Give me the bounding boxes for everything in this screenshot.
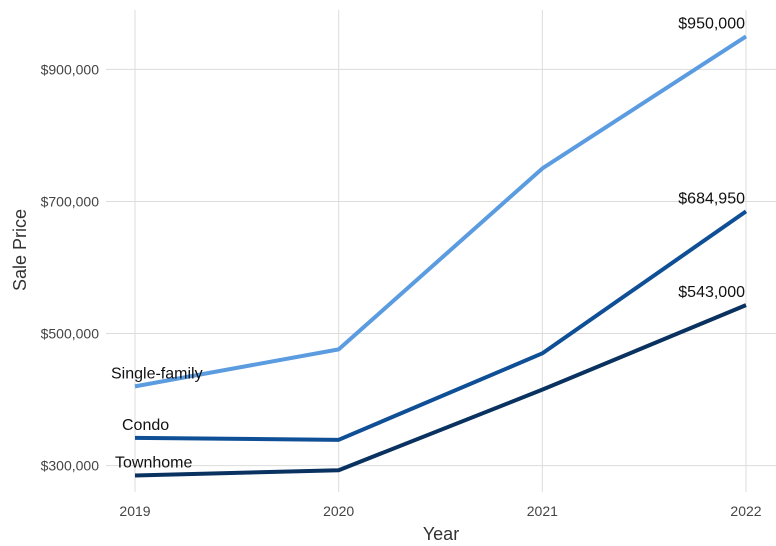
series-name-label: Townhome (115, 454, 192, 471)
series-line-single-family (134, 34, 748, 389)
series-name-label: Condo (122, 417, 169, 434)
x-tick-label: 2020 (323, 503, 354, 519)
series-labels: Single-family $950,000 Condo $684,950 Townho… (111, 15, 745, 471)
grid-lines (106, 10, 776, 492)
end-value-label: $950,000 (678, 15, 745, 32)
axis-ticks: 2019 2020 2021 2022 $300,000 $500,000 $700,000… (41, 61, 762, 519)
x-tick-label: 2021 (527, 503, 558, 519)
series-lines (134, 34, 748, 478)
x-axis-title: Year (423, 524, 459, 544)
y-tick-label: $300,000 (41, 458, 100, 474)
end-value-label: $543,000 (678, 284, 745, 301)
y-tick-label: $900,000 (41, 61, 100, 77)
series-line-townhome (134, 303, 747, 478)
y-axis-title: Sale Price (10, 209, 30, 291)
x-tick-label: 2019 (119, 503, 150, 519)
x-tick-label: 2022 (730, 503, 761, 519)
series-line-condo (134, 209, 748, 442)
series-name-label: Single-family (111, 365, 203, 382)
y-tick-label: $700,000 (41, 193, 100, 209)
end-value-label: $684,950 (678, 190, 745, 207)
y-tick-label: $500,000 (41, 326, 100, 342)
